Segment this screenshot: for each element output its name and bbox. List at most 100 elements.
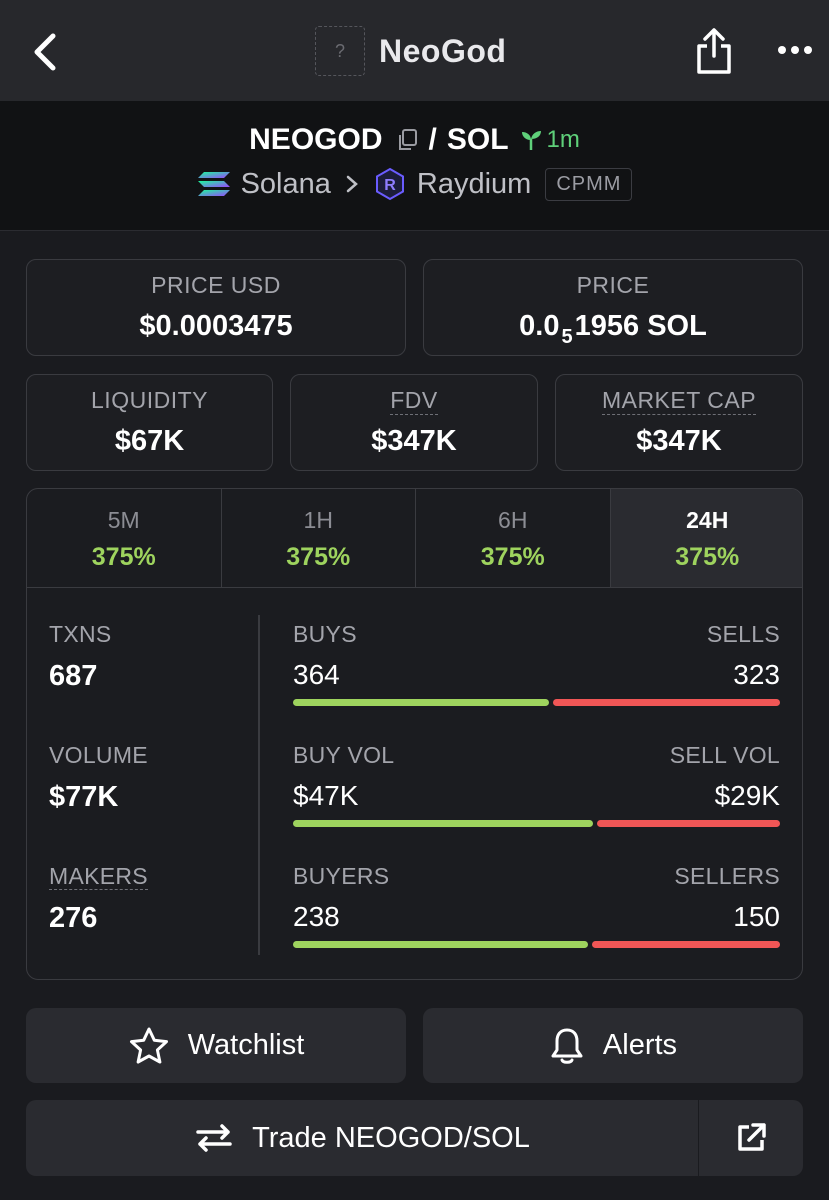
fdv-label-text: FDV xyxy=(390,387,438,415)
sellers-label: SELLERS xyxy=(674,863,780,889)
buy-vol-ratio-bar xyxy=(293,820,593,827)
volume-value: $77K xyxy=(49,781,119,813)
trading-stats-panel: 5M 375% 1H 375% 6H 375% 24H 375% TXNS 68… xyxy=(26,488,803,980)
pair-info: NEOGOD / SOL 1m Solana R Raydium CPMM xyxy=(0,101,829,231)
price-usd-card: PRICE USD $0.0003475 xyxy=(26,259,406,356)
chain-name: Solana xyxy=(240,167,331,200)
pair-age: 1m xyxy=(519,126,580,154)
buyers-ratio-bar xyxy=(293,941,588,948)
price-usd-value: $0.0003475 xyxy=(139,310,293,342)
tab-label: 5M xyxy=(107,507,140,533)
buyers-label: BUYERS xyxy=(293,863,390,889)
tab-24h[interactable]: 24H 375% xyxy=(610,489,802,587)
market-cap-label: MARKET CAP xyxy=(556,387,802,415)
pool-type-badge: CPMM xyxy=(545,167,633,201)
bell-icon xyxy=(551,1028,583,1064)
price-usd-label: PRICE USD xyxy=(151,272,281,298)
alerts-label: Alerts xyxy=(602,1029,678,1061)
tab-label: 6H xyxy=(498,507,528,533)
solana-logo-icon xyxy=(197,172,230,196)
stats-divider xyxy=(258,615,260,955)
dex-link[interactable]: R Raydium xyxy=(373,167,531,201)
sellers-ratio-bar xyxy=(592,941,780,948)
tab-price-change: 375% xyxy=(286,543,351,571)
tab-price-change: 375% xyxy=(480,543,545,571)
buyers-value: 238 xyxy=(293,901,340,932)
price-native-label: PRICE xyxy=(576,272,650,298)
sells-ratio-bar xyxy=(553,699,780,706)
share-icon xyxy=(697,28,731,74)
pair-age-value: 1m xyxy=(546,126,580,153)
svg-text:R: R xyxy=(384,177,396,194)
tab-price-change: 375% xyxy=(675,543,740,571)
timeframe-tabs: 5M 375% 1H 375% 6H 375% 24H 375% xyxy=(27,489,802,588)
makers-label-text: MAKERS xyxy=(49,863,148,890)
makers-label[interactable]: MAKERS xyxy=(49,863,148,890)
price-zero-count: 5 xyxy=(561,326,573,348)
trade-label: Trade NEOGOD/SOL xyxy=(252,1121,530,1154)
watchlist-button[interactable]: Watchlist xyxy=(26,1008,406,1083)
sell-vol-label: SELL VOL xyxy=(669,742,780,768)
market-cap-label-text: MARKET CAP xyxy=(601,387,757,415)
more-horizontal-icon xyxy=(778,46,812,54)
dex-name: Raydium xyxy=(416,167,532,200)
swap-arrows-icon xyxy=(196,1124,232,1152)
liquidity-value: $67K xyxy=(114,425,185,457)
top-bar: ? NeoGod xyxy=(0,0,829,101)
fdv-card[interactable]: FDV $347K xyxy=(290,374,538,471)
sprout-icon xyxy=(521,131,541,150)
buys-ratio-bar xyxy=(293,699,549,706)
tab-label: 24H xyxy=(686,507,729,533)
chain-link[interactable]: Solana xyxy=(197,168,331,201)
txns-value: 687 xyxy=(49,660,98,692)
chevron-left-icon xyxy=(34,33,56,71)
price-suffix: 1956 SOL xyxy=(574,310,707,342)
tab-1h[interactable]: 1H 375% xyxy=(222,489,416,587)
makers-value: 276 xyxy=(49,902,98,934)
tab-label: 1H xyxy=(303,507,333,533)
sell-vol-value: $29K xyxy=(714,780,780,811)
external-link-icon xyxy=(738,1123,766,1151)
price-prefix: 0.0 xyxy=(519,310,560,342)
buy-vol-value: $47K xyxy=(293,780,359,811)
fdv-value: $347K xyxy=(371,425,457,457)
price-native-value: 0.0 51956 SOL xyxy=(424,310,802,349)
alerts-button[interactable]: Alerts xyxy=(423,1008,803,1083)
route-breadcrumb: Solana R Raydium CPMM xyxy=(0,167,829,201)
market-cap-card[interactable]: MARKET CAP $347K xyxy=(555,374,803,471)
liquidity-card: LIQUIDITY $67K xyxy=(26,374,273,471)
liquidity-label: LIQUIDITY xyxy=(91,387,208,413)
page-title: NeoGod xyxy=(379,32,507,69)
share-button[interactable] xyxy=(690,24,738,78)
star-icon xyxy=(129,1027,168,1063)
tab-5m[interactable]: 5M 375% xyxy=(27,489,222,587)
watchlist-label: Watchlist xyxy=(187,1029,305,1061)
tab-price-change: 375% xyxy=(91,543,156,571)
back-button[interactable] xyxy=(22,28,66,76)
buys-value: 364 xyxy=(293,659,340,690)
price-native-card: PRICE 0.0 51956 SOL xyxy=(423,259,803,356)
sellers-value: 150 xyxy=(733,901,780,932)
sell-vol-ratio-bar xyxy=(597,820,780,827)
title-group: ? NeoGod xyxy=(315,26,506,76)
txns-label: TXNS xyxy=(49,621,112,647)
more-options-button[interactable] xyxy=(770,30,820,70)
pair-separator: / xyxy=(428,123,437,156)
trade-button[interactable]: Trade NEOGOD/SOL xyxy=(26,1100,698,1176)
fdv-label: FDV xyxy=(291,387,537,415)
chevron-right-icon xyxy=(346,175,358,193)
pair-title: NEOGOD / SOL 1m xyxy=(0,123,829,157)
volume-label: VOLUME xyxy=(49,742,148,768)
token-avatar-placeholder: ? xyxy=(315,26,365,76)
copy-icon[interactable] xyxy=(395,128,419,152)
raydium-logo-icon: R xyxy=(375,167,404,201)
open-external-trade-button[interactable] xyxy=(699,1100,803,1176)
tab-6h[interactable]: 6H 375% xyxy=(416,489,611,587)
buy-vol-label: BUY VOL xyxy=(293,742,395,768)
sells-value: 323 xyxy=(733,659,780,690)
base-token-symbol: NEOGOD xyxy=(249,123,383,156)
market-cap-value: $347K xyxy=(636,425,722,457)
sells-label: SELLS xyxy=(706,621,780,647)
quote-token-symbol: SOL xyxy=(446,123,509,156)
buys-label: BUYS xyxy=(293,621,357,647)
